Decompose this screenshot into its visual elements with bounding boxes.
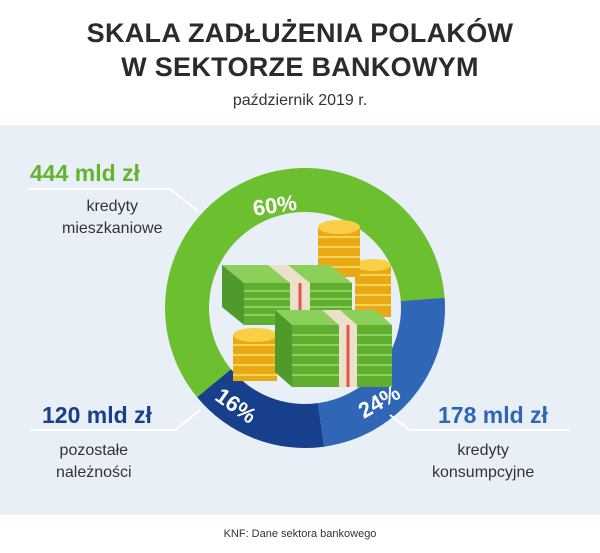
category-label-mieszkaniowe: kredyty mieszkaniowe — [62, 196, 162, 240]
value-label-konsumpcyjne: 178 mld zł — [438, 402, 548, 428]
money-stack-icon — [222, 220, 392, 387]
donut-segment-pozostale — [197, 369, 325, 448]
category-label-pozostale: pozostałe należności — [56, 440, 132, 484]
category-label-line: pozostałe — [59, 442, 129, 459]
leader-line-konsumpcyjne — [389, 414, 570, 431]
title-line-2: W SEKTORZE BANKOWYM — [121, 52, 479, 82]
leader-line-pozostale — [30, 409, 201, 431]
category-label-line: kredyty — [86, 198, 139, 215]
title-line-1: SKALA ZADŁUŻENIA POLAKÓW — [86, 18, 514, 48]
page-title: SKALA ZADŁUŻENIA POLAKÓW W SEKTORZE BANK… — [0, 16, 600, 84]
category-label-line: mieszkaniowe — [62, 220, 163, 237]
donut-chart: 60%24%16% — [28, 167, 570, 448]
source-note: KNF: Dane sektora bankowego — [223, 528, 377, 540]
value-label-mieszkaniowe: 444 mld zł — [30, 160, 140, 186]
category-label-konsumpcyjne: kredyty konsumpcyjne — [432, 440, 534, 484]
category-label-line: kredyty — [457, 442, 509, 459]
percent-label-mieszkaniowe: 60% — [251, 190, 298, 221]
donut-segment-mieszkaniowe — [165, 167, 445, 398]
coin-stack-icon — [233, 328, 277, 381]
coin-stack-icon — [355, 259, 391, 317]
subtitle: październik 2019 r. — [232, 92, 368, 109]
value-label-pozostale: 120 mld zł — [42, 402, 152, 428]
bill-stack-icon — [275, 310, 392, 387]
category-label-line: należności — [56, 464, 132, 481]
leader-line-mieszkaniowe — [28, 188, 199, 212]
category-label-line: konsumpcyjne — [432, 464, 535, 481]
